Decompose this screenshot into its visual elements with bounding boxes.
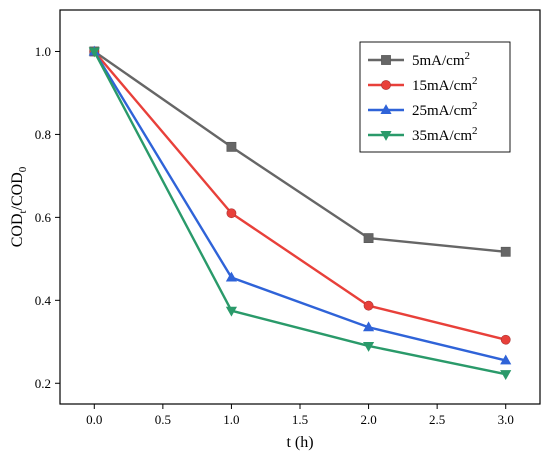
x-tick-label: 0.0 — [86, 412, 102, 427]
y-tick-label: 0.2 — [35, 376, 51, 391]
x-tick-label: 2.5 — [429, 412, 445, 427]
x-tick-label: 1.5 — [292, 412, 308, 427]
legend-label: 35mA/cm2 — [412, 125, 478, 144]
y-tick-label: 1.0 — [35, 44, 51, 59]
data-point — [500, 334, 511, 345]
legend-label: 25mA/cm2 — [412, 100, 478, 119]
y-axis-title-sub1: t — [17, 210, 29, 213]
legend-label-superscript: 2 — [472, 75, 478, 87]
legend-label-main: 15mA/cm — [412, 78, 472, 94]
data-point — [225, 271, 238, 282]
data-point — [500, 370, 512, 381]
data-point — [362, 341, 375, 352]
x-axis-title: t (h) — [286, 434, 313, 451]
y-axis-title-main1: COD — [9, 214, 26, 248]
data-point — [363, 233, 374, 244]
legend-label-superscript: 2 — [465, 50, 471, 62]
series-line — [93, 50, 507, 341]
data-point — [225, 306, 238, 317]
legend-marker — [381, 55, 391, 65]
legend-label-superscript: 2 — [472, 100, 478, 112]
data-point — [226, 208, 237, 219]
data-point — [500, 246, 511, 257]
legend-label: 5mA/cm2 — [412, 50, 470, 69]
legend-label: 15mA/cm2 — [412, 75, 478, 94]
y-tick-label: 0.8 — [35, 127, 51, 142]
legend-marker — [380, 131, 392, 141]
legend-marker — [381, 80, 391, 90]
data-point — [500, 354, 512, 365]
series-4 — [88, 47, 512, 381]
y-axis-title-sub2: 0 — [17, 166, 29, 172]
legend-label-main: 5mA/cm — [412, 53, 465, 69]
x-tick-label: 0.5 — [155, 412, 171, 427]
legend-label-superscript: 2 — [472, 125, 478, 137]
series-line — [93, 50, 506, 253]
x-tick-label: 3.0 — [498, 412, 514, 427]
y-axis-title: CODt/COD0 — [9, 166, 29, 247]
series-3 — [88, 45, 512, 365]
series-line — [93, 50, 506, 362]
data-point — [226, 141, 237, 152]
y-tick-label: 0.4 — [35, 293, 52, 308]
y-axis-title-main2: /COD — [9, 172, 26, 210]
x-tick-label: 1.0 — [223, 412, 239, 427]
legend-label-main: 25mA/cm — [412, 103, 472, 119]
y-tick-label: 0.6 — [35, 210, 52, 225]
x-tick-label: 2.0 — [360, 412, 376, 427]
data-point — [363, 300, 374, 311]
legend-label-main: 35mA/cm — [412, 128, 472, 144]
series-line — [93, 50, 506, 376]
axis-ticks: 0.0 0.5 1.0 1.5 2.0 2.5 3.0 0.2 0.4 0.6 0.8 1.0 — [35, 44, 514, 427]
legend-marker — [380, 104, 392, 114]
data-point — [88, 47, 100, 58]
data-point — [362, 321, 375, 332]
series-layer — [88, 45, 512, 381]
